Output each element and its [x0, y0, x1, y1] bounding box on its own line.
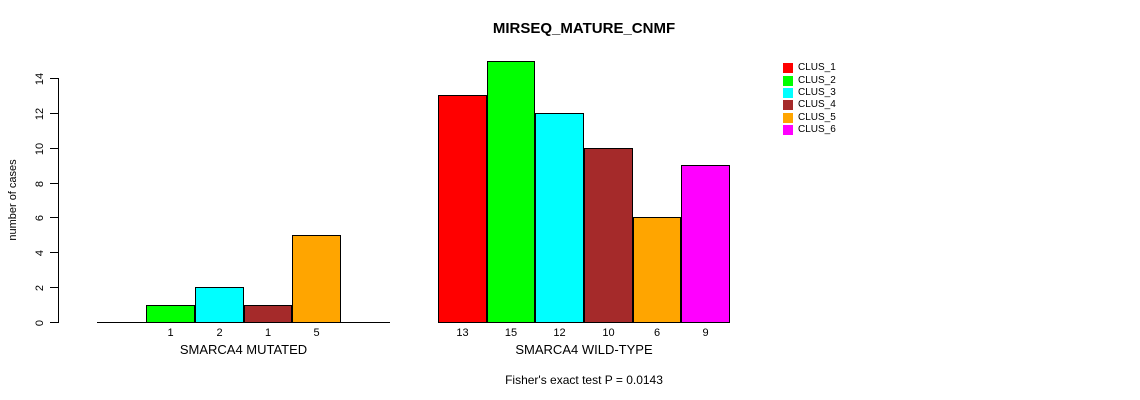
bar-clus_5 — [633, 217, 681, 323]
legend-label: CLUS_2 — [798, 74, 836, 86]
bar-clus_5 — [292, 235, 341, 323]
bar-count-label: 2 — [216, 327, 223, 339]
bar-count-label: 10 — [602, 327, 615, 339]
group-label: SMARCA4 WILD-TYPE — [515, 342, 653, 357]
legend-swatch-clus_3 — [783, 87, 793, 98]
legend-swatch-clus_1 — [783, 63, 793, 74]
y-tick-label: 8 — [34, 180, 46, 187]
fisher-test-note: Fisher's exact test P = 0.0143 — [505, 373, 663, 387]
legend-item: CLUS_6 — [783, 124, 836, 136]
legend-item: CLUS_3 — [783, 87, 836, 99]
bar-clus_4 — [244, 305, 292, 323]
y-tick-mark — [50, 78, 58, 79]
y-tick-mark — [50, 287, 58, 288]
y-tick-mark — [50, 252, 58, 253]
legend-item: CLUS_2 — [783, 74, 836, 86]
y-tick-label: 4 — [34, 249, 46, 256]
bar-clus_2 — [487, 61, 535, 323]
bar-count-label: 6 — [653, 327, 661, 339]
chart-title: MIRSEQ_MATURE_CNMF — [492, 20, 676, 37]
bar-clus_6 — [681, 165, 730, 323]
legend-item: CLUS_4 — [783, 99, 836, 111]
y-tick-mark — [50, 322, 58, 323]
bar-clus_3 — [195, 287, 244, 323]
y-tick-label: 10 — [34, 142, 46, 155]
legend-label: CLUS_3 — [798, 86, 836, 98]
legend-item: CLUS_5 — [783, 112, 836, 124]
bar-clus_3 — [535, 113, 584, 323]
bar-count-label: 9 — [702, 327, 709, 339]
bar-count-label: 15 — [504, 327, 518, 339]
y-tick-mark — [50, 113, 58, 114]
legend-label: CLUS_1 — [798, 62, 836, 74]
legend-item: CLUS_1 — [783, 62, 836, 74]
y-tick-label: 12 — [34, 107, 46, 120]
legend: CLUS_1 CLUS_2 CLUS_3 CLUS_4 CLUS_5 CLUS_6 — [783, 62, 836, 136]
legend-swatch-clus_6 — [783, 125, 793, 136]
y-tick-label: 6 — [34, 214, 46, 221]
y-tick-mark — [50, 183, 58, 184]
legend-label: CLUS_5 — [798, 111, 836, 123]
bar-clus_2 — [146, 305, 195, 323]
bar-clus_4 — [584, 148, 633, 323]
y-axis-line — [58, 78, 59, 323]
legend-swatch-clus_5 — [783, 112, 793, 123]
bar-count-label: 12 — [553, 327, 566, 339]
y-tick-label: 0 — [34, 319, 46, 326]
y-tick-mark — [50, 148, 58, 149]
legend-label: CLUS_6 — [798, 124, 836, 136]
bar-count-label: 5 — [313, 327, 320, 339]
bar-count-label: 1 — [264, 327, 272, 339]
bar-count-label: 13 — [456, 327, 469, 339]
group-label: SMARCA4 MUTATED — [179, 342, 308, 357]
y-tick-label: 2 — [34, 284, 46, 291]
legend-label: CLUS_4 — [798, 99, 836, 111]
legend-swatch-clus_4 — [783, 100, 793, 111]
legend-swatch-clus_2 — [783, 75, 793, 86]
bar-clus_1 — [438, 95, 487, 323]
y-tick-label: 14 — [34, 72, 46, 85]
y-tick-mark — [50, 217, 58, 218]
bar-count-label: 1 — [167, 327, 174, 339]
y-axis-label: number of cases — [7, 159, 19, 241]
